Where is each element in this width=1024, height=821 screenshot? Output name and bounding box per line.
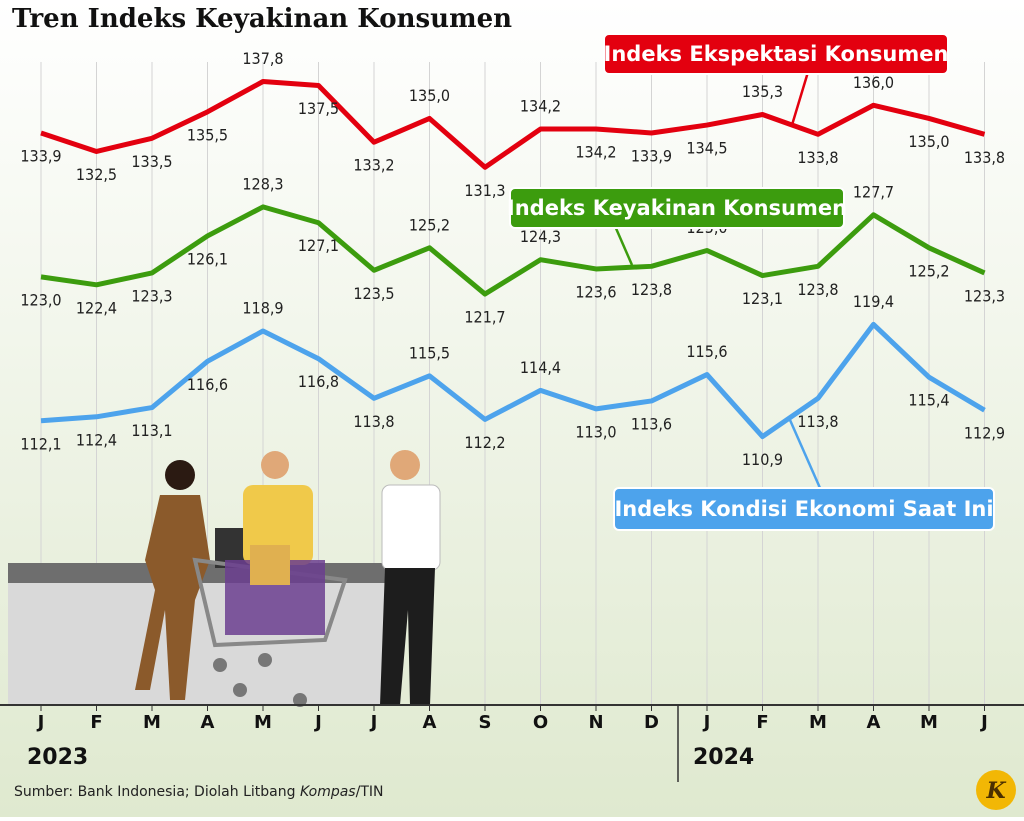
value-label: 114,4 xyxy=(520,358,561,377)
value-label: 137,8 xyxy=(242,49,283,68)
value-label: 116,8 xyxy=(298,372,339,391)
legend: Indeks Ekspektasi Konsumen Indeks Keyaki… xyxy=(507,33,995,531)
value-label: 127,1 xyxy=(298,236,339,255)
x-tick-label: J xyxy=(313,712,322,733)
value-label: 133,8 xyxy=(964,148,1005,167)
illustration xyxy=(8,450,441,707)
value-label: 133,5 xyxy=(131,152,172,171)
logo xyxy=(976,770,1016,810)
value-label: 137,5 xyxy=(298,99,339,118)
callout-pointer xyxy=(613,225,634,266)
value-label: 135,0 xyxy=(409,86,450,105)
year-label: 2023 xyxy=(27,745,88,770)
value-label: 135,5 xyxy=(187,125,228,144)
value-label: 122,4 xyxy=(76,298,117,317)
value-label: 123,1 xyxy=(742,289,783,308)
x-tick-label: M xyxy=(143,712,161,733)
x-tick-label: J xyxy=(702,712,711,733)
series-line xyxy=(40,204,986,297)
legend-box xyxy=(613,487,995,531)
value-label: 131,3 xyxy=(464,181,505,200)
source-text: Kompas xyxy=(300,784,356,800)
source-text: Sumber: Bank Indonesia; Diolah Litbang xyxy=(14,784,300,800)
x-tick-label: J xyxy=(979,712,988,733)
value-label: 133,9 xyxy=(20,146,61,165)
value-label: 125,2 xyxy=(908,261,949,280)
x-tick-label: O xyxy=(533,712,548,733)
value-label: 118,9 xyxy=(242,298,283,317)
value-label: 125,2 xyxy=(409,215,450,234)
x-tick-label: D xyxy=(644,712,659,733)
x-tick-label: A xyxy=(201,712,215,733)
value-label: 123,0 xyxy=(20,290,61,309)
value-label: 112,9 xyxy=(964,424,1005,443)
x-tick-label: A xyxy=(423,712,437,733)
value-label: 128,3 xyxy=(242,174,283,193)
legend-box xyxy=(603,33,949,75)
value-label: 133,8 xyxy=(797,148,838,167)
x-tick-label: M xyxy=(809,712,827,733)
value-label: 123,3 xyxy=(131,286,172,305)
value-label: 134,2 xyxy=(575,143,616,162)
value-label: 123,3 xyxy=(964,286,1005,305)
year-label: 2024 xyxy=(693,745,754,770)
value-label: 127,7 xyxy=(853,182,894,201)
value-label: 133,9 xyxy=(631,146,672,165)
callout-pointer xyxy=(790,71,810,126)
value-label: 113,8 xyxy=(797,412,838,431)
value-label: 123,5 xyxy=(353,284,394,303)
source: Sumber: Bank Indonesia; Diolah Litbang K… xyxy=(14,784,383,800)
x-tick-label: M xyxy=(254,712,272,733)
x-tick-label: S xyxy=(479,712,492,733)
value-label: 113,6 xyxy=(631,414,672,433)
series-line xyxy=(40,321,986,440)
chart-title: Tren Indeks Keyakinan Konsumen xyxy=(12,4,512,34)
legend-label: Indeks Ekspektasi Konsumen xyxy=(604,42,949,66)
value-label: 134,5 xyxy=(686,139,727,158)
value-label: 135,3 xyxy=(742,82,783,101)
x-tick-label: M xyxy=(920,712,938,733)
value-label: 123,8 xyxy=(631,280,672,299)
callout-pointer xyxy=(788,419,822,489)
x-tick-label: F xyxy=(90,712,102,733)
value-label: 124,3 xyxy=(520,227,561,246)
value-label: 133,2 xyxy=(353,156,394,175)
x-tick-label: J xyxy=(369,712,378,733)
source-text: /TIN xyxy=(356,784,384,800)
value-label: 123,8 xyxy=(797,280,838,299)
value-label: 113,8 xyxy=(353,412,394,431)
value-label: 115,6 xyxy=(686,342,727,361)
value-label: 134,2 xyxy=(520,97,561,116)
value-label: 112,1 xyxy=(20,434,61,453)
value-label: 115,4 xyxy=(908,391,949,410)
value-label: 121,7 xyxy=(464,308,505,327)
value-label: 116,6 xyxy=(187,375,228,394)
value-label: 115,5 xyxy=(409,343,450,362)
value-label: 113,0 xyxy=(575,422,616,441)
value-label: 112,2 xyxy=(464,433,505,452)
value-label: 132,5 xyxy=(76,165,117,184)
value-label: 110,9 xyxy=(742,450,783,469)
value-label: 123,6 xyxy=(575,282,616,301)
legend-box xyxy=(509,187,845,229)
x-tick-label: J xyxy=(36,712,45,733)
value-label: 119,4 xyxy=(853,292,894,311)
value-label: 136,0 xyxy=(853,73,894,92)
legend-label: Indeks Keyakinan Konsumen xyxy=(507,196,847,220)
x-tick-label: F xyxy=(756,712,768,733)
value-label: 113,1 xyxy=(131,421,172,440)
logo-text: K xyxy=(985,778,1006,804)
x-tick-label: A xyxy=(867,712,881,733)
x-tick-label: N xyxy=(588,712,603,733)
value-label: 135,0 xyxy=(908,132,949,151)
legend-label: Indeks Kondisi Ekonomi Saat Ini xyxy=(614,497,993,521)
series-line xyxy=(40,79,986,170)
value-label: 112,4 xyxy=(76,430,117,449)
value-label: 126,1 xyxy=(187,249,228,268)
